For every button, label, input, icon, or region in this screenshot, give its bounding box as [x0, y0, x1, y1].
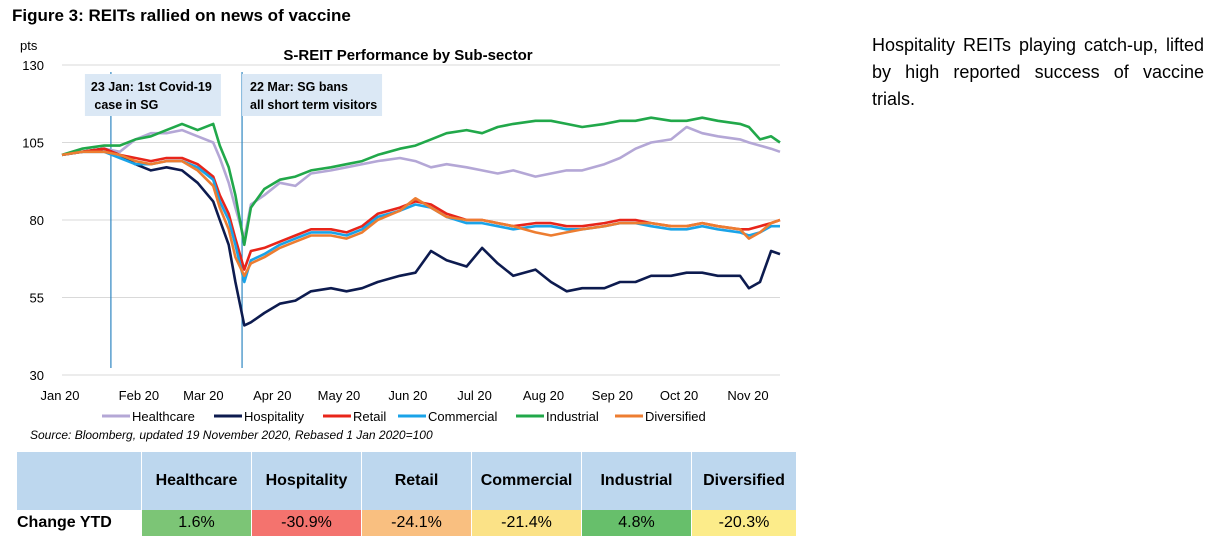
header-cell: Retail [361, 452, 472, 510]
series-line-hospitality [61, 147, 781, 327]
x-tick-label: Jan 20 [40, 388, 79, 403]
legend-label: Industrial [546, 409, 599, 424]
y-tick-label: 30 [30, 368, 44, 383]
value-cell: 1.6% [141, 510, 252, 536]
header-cell: Hospitality [251, 452, 362, 510]
series-line-commercial [61, 150, 780, 284]
annotation-box [84, 74, 221, 116]
x-tick-label: Sep 20 [592, 388, 633, 403]
line-chart: S-REIT Performance by Sub-sector pts 23 … [20, 38, 781, 424]
x-tick-label: May 20 [318, 388, 361, 403]
x-tick-label: Aug 20 [523, 388, 564, 403]
legend-label: Healthcare [132, 409, 195, 424]
table-header-row: Healthcare Hospitality Retail Commercial… [17, 452, 797, 510]
y-tick-label: 55 [30, 291, 44, 306]
header-cell: Healthcare [141, 452, 252, 510]
x-axis: Jan 20 Feb 20 Mar 20 Apr 20 May 20 Jun 20 Jul … [40, 388, 768, 403]
source-note: Source: Bloomberg, updated 19 November 2… [30, 428, 433, 442]
change-ytd-table: Healthcare Hospitality Retail Commercial… [17, 452, 797, 536]
value-cell: -30.9% [251, 510, 362, 536]
value-cell: 4.8% [581, 510, 692, 536]
x-tick-label: Apr 20 [253, 388, 291, 403]
x-tick-label: Jul 20 [457, 388, 492, 403]
series-lines [61, 116, 781, 327]
legend: Healthcare Hospitality Retail Commercial Ind… [102, 409, 706, 424]
y-tick-label: 130 [22, 58, 44, 73]
header-cell: Industrial [581, 452, 692, 510]
annotation-text: 22 Mar: SG bans all short term visitors [250, 80, 377, 112]
figure-title: Figure 3: REITs rallied on news of vacci… [12, 6, 351, 25]
y-axis-label: pts [20, 38, 38, 53]
legend-label: Retail [353, 409, 386, 424]
legend-label: Hospitality [244, 409, 304, 424]
x-tick-label: Mar 20 [183, 388, 223, 403]
row-label: Change YTD [17, 510, 142, 536]
header-cell: Diversified [691, 452, 797, 510]
value-cell: -24.1% [361, 510, 472, 536]
y-tick-label: 80 [30, 213, 44, 228]
series-line-healthcare [61, 125, 781, 240]
header-cell [17, 452, 142, 510]
x-tick-label: Jun 20 [388, 388, 427, 403]
legend-label: Diversified [645, 409, 706, 424]
table-row: Change YTD 1.6% -30.9% -24.1% -21.4% 4.8… [17, 510, 797, 536]
annotations: 23 Jan: 1st Covid-19 case in SG 22 Mar: S… [84, 72, 383, 368]
x-tick-label: Nov 20 [727, 388, 768, 403]
series-line-diversified [61, 150, 781, 278]
chart-title: S-REIT Performance by Sub-sector [283, 47, 532, 64]
annotation-box [242, 74, 383, 116]
value-cell: -21.4% [471, 510, 582, 536]
y-tick-label: 105 [22, 136, 44, 151]
side-note: Hospitality REITs playing catch-up, lift… [872, 35, 1204, 109]
annotation-text: 23 Jan: 1st Covid-19 case in SG [91, 80, 212, 112]
x-tick-label: Feb 20 [119, 388, 159, 403]
legend-label: Commercial [428, 409, 497, 424]
x-tick-label: Oct 20 [660, 388, 698, 403]
grid-lines [62, 64, 780, 376]
y-axis: 30 55 80 105 130 [22, 58, 44, 383]
header-cell: Commercial [471, 452, 582, 510]
series-line-industrial [61, 116, 781, 247]
value-cell: -20.3% [691, 510, 797, 536]
